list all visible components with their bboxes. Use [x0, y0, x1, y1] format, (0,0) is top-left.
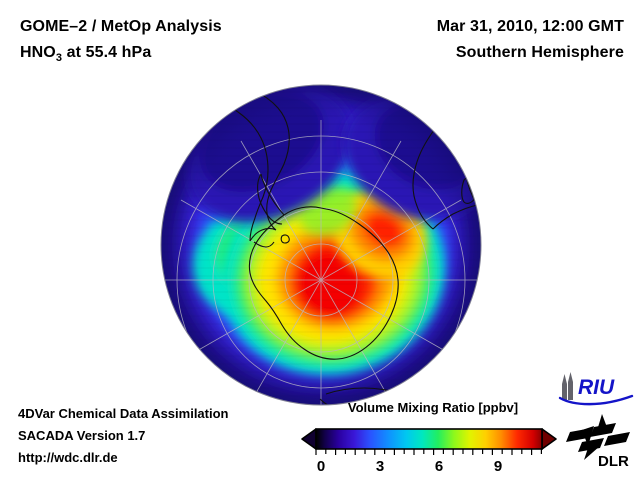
riu-swoosh-icon: [558, 394, 634, 406]
colorbar-title: Volume Mixing Ratio [ppbv]: [347, 400, 519, 415]
species-subscript: 3: [55, 52, 63, 65]
colorbar-low-arrow: [301, 428, 317, 450]
orthographic-projection-svg: [160, 84, 482, 406]
data-field: [161, 85, 481, 405]
colorbar-svg: 0 3 6 9: [301, 428, 557, 475]
coastline-tierra-del-fuego: [253, 241, 275, 248]
level-text: at 55.4 hPa: [62, 44, 152, 61]
colorbar-tick-9: 9: [494, 458, 502, 475]
dlr-wordmark: DLR: [598, 453, 629, 470]
header-left: GOME–2 / MetOp Analysis HNO3 at 55.4 hPa: [20, 14, 222, 71]
colorbar-tick-0: 0: [317, 458, 325, 475]
riu-logo: RIU: [558, 372, 634, 406]
riu-wordmark: RIU: [578, 376, 615, 399]
coastline-new-zealand: [418, 379, 439, 400]
species-level-label: HNO3 at 55.4 hPa: [20, 40, 222, 71]
coastline-falklands: [280, 234, 290, 244]
riu-tower-icon: [562, 372, 573, 400]
colorbar-minor-ticks: [315, 449, 542, 455]
version-label: SACADA Version 1.7: [18, 428, 146, 443]
colorbar: Volume Mixing Ratio [ppbv]: [300, 400, 558, 476]
page-title: GOME–2 / MetOp Analysis: [20, 18, 222, 35]
footer-left: 4DVar Chemical Data Assimilation SACADA …: [18, 403, 229, 469]
colorbar-tick-labels: 0 3 6 9: [317, 458, 502, 475]
website-link[interactable]: http://wdc.dlr.de: [18, 450, 118, 465]
species-name: HNO: [20, 44, 56, 61]
header-right: Mar 31, 2010, 12:00 GMT Southern Hemisph…: [437, 14, 624, 66]
coastline-antarctic-peninsula: [257, 173, 285, 225]
datetime-label: Mar 31, 2010, 12:00 GMT: [436, 18, 624, 35]
colorbar-tick-6: 6: [435, 458, 443, 475]
globe-map: [158, 84, 484, 410]
dlr-logo: DLR: [566, 414, 630, 470]
colorbar-gradient: [315, 428, 543, 450]
globe-outline: [160, 84, 482, 406]
colorbar-tick-3: 3: [376, 458, 384, 475]
method-label: 4DVar Chemical Data Assimilation: [18, 406, 229, 421]
coastline-south-america: [201, 89, 290, 242]
dlr-emblem-icon: [566, 414, 630, 460]
region-label: Southern Hemisphere: [455, 44, 624, 61]
colorbar-high-arrow: [541, 428, 557, 450]
